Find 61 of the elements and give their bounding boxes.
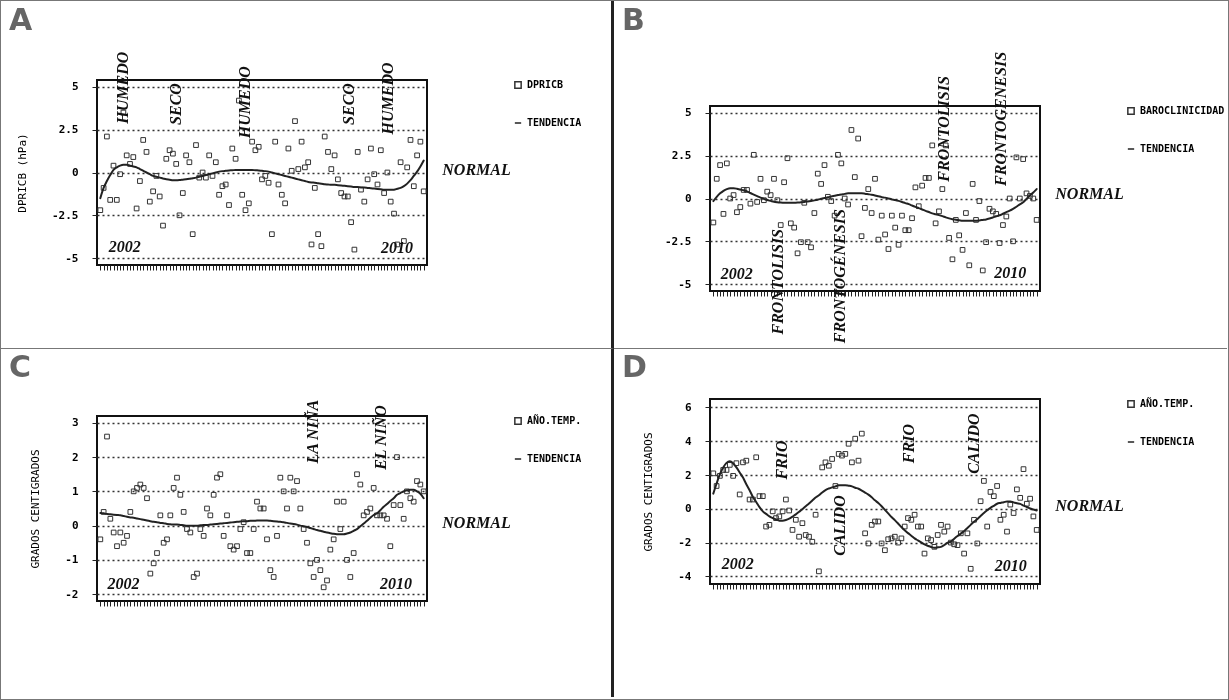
y-axis-title: GRADOS CENTIGRADOS xyxy=(29,449,43,569)
annotation: CALIDO xyxy=(830,494,848,556)
annotation: FRIO xyxy=(772,440,790,481)
annotation: 2002 xyxy=(720,554,754,572)
annotation: CALIDO xyxy=(965,412,983,474)
annotation: SECO xyxy=(339,82,357,125)
y-axis-title: GRADOS CENTIGRADOS xyxy=(642,432,656,552)
annotation: HUMEDO xyxy=(114,51,132,125)
chart-title: A xyxy=(9,1,33,37)
annotation: 2002 xyxy=(107,238,141,256)
annotation: FRONTOGENESIS xyxy=(992,51,1010,187)
annotation: 2002 xyxy=(719,265,753,283)
y-axis-title: DPRICB (hPa) xyxy=(16,133,30,213)
chart-title: C xyxy=(9,349,32,385)
text: NORMAL xyxy=(441,161,511,179)
chart-title: B xyxy=(622,1,645,37)
y-tick-label: 5 xyxy=(71,80,79,94)
y-tick-label: 2 xyxy=(684,468,692,482)
y-tick-label: -4 xyxy=(678,569,692,583)
annotation: FRONTOGÉNESIS xyxy=(830,209,849,345)
y-tick-label: -2 xyxy=(65,587,79,601)
y-tick-label: -5 xyxy=(678,277,692,291)
y-tick-label: -2 xyxy=(678,536,692,550)
y-tick-label: -2.5 xyxy=(665,234,692,248)
annotation: 2010 xyxy=(379,238,413,256)
y-tick-label: 0 xyxy=(684,192,692,205)
y-tick-label: 0 xyxy=(684,502,692,516)
y-tick-label: 1 xyxy=(71,484,79,498)
annotation: 2010 xyxy=(993,556,1027,574)
y-tick-label: 0 xyxy=(71,166,79,179)
text: NORMAL xyxy=(1054,184,1124,202)
y-tick-label: 2 xyxy=(71,450,79,464)
annotation: 2010 xyxy=(993,263,1027,281)
text: NORMAL xyxy=(1054,496,1124,514)
annotation: HUMEDO xyxy=(379,62,397,136)
legend-label: TENDENCIA xyxy=(527,117,582,128)
annotation: 2002 xyxy=(106,574,140,592)
annotation: SECO xyxy=(166,82,184,125)
y-tick-label: 2.5 xyxy=(671,149,692,163)
annotation: 2010 xyxy=(378,575,412,593)
annotation: FRIO xyxy=(899,423,917,465)
legend-label: AÑO.TEMP. xyxy=(1140,397,1195,409)
legend-label: BAROCLINICIDAD xyxy=(1140,105,1225,116)
y-tick-label: 3 xyxy=(71,416,79,430)
annotation: EL NIÑO xyxy=(371,404,390,471)
y-tick-label: 4 xyxy=(684,434,692,448)
legend-label: TENDENCIA xyxy=(1140,436,1195,447)
y-tick-label: 0 xyxy=(71,519,79,533)
y-tick-label: -5 xyxy=(65,251,79,265)
annotation: FRONTOLISIS xyxy=(934,76,952,183)
y-tick-label: 2.5 xyxy=(58,123,79,137)
y-tick-label: 6 xyxy=(684,400,692,414)
y-tick-label: -2.5 xyxy=(52,208,79,222)
legend-label: AÑO.TEMP. xyxy=(527,414,582,426)
legend-label: DPRICB xyxy=(527,79,564,90)
chart-title: D xyxy=(622,349,647,384)
text: NORMAL xyxy=(441,514,511,532)
legend-label: TENDENCIA xyxy=(1140,143,1195,154)
legend-label: TENDENCIA xyxy=(527,453,582,464)
y-tick-label: -1 xyxy=(65,553,79,567)
y-tick-label: 5 xyxy=(684,106,692,120)
